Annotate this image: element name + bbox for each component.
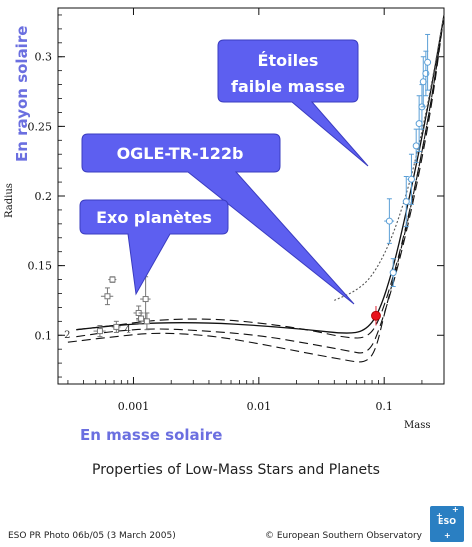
eso-logo-text: ESO (438, 517, 456, 526)
planet-point-7 (142, 312, 152, 331)
model-curve-4 (334, 14, 445, 301)
y-axis-label: Radius (4, 183, 15, 218)
eso-logo-star-3: + (444, 531, 451, 540)
curve-label-1: 4 (125, 324, 131, 335)
y-tick-label-2: 0.2 (35, 190, 53, 203)
x-axis-label: Mass (404, 420, 430, 431)
eso-logo-star-2: + (452, 505, 459, 514)
model-curve-1 (76, 14, 445, 339)
star-points (384, 33, 432, 288)
x-axis-french-label: En masse solaire (80, 426, 222, 444)
star-point-2 (402, 176, 410, 228)
axis-ticks: 0.001 0.01 0.1 0.1 0.15 0.2 0.25 0.3 (28, 8, 444, 413)
y-tick-label-3: 0.25 (28, 120, 53, 133)
planet-point-1 (100, 287, 114, 306)
y-tick-label-1: 0.15 (28, 260, 53, 273)
footer-copyright: © European Southern Observatory (265, 531, 423, 541)
planet-point-2 (108, 276, 117, 283)
planet-point-3 (111, 320, 121, 333)
planet-point-5 (136, 312, 146, 325)
eso-logo-star-1: + (436, 511, 443, 520)
x-tick-label-1: 0.01 (247, 400, 272, 413)
callout-ogle-text: OGLE-TR-122b (117, 144, 244, 163)
star-point-9 (424, 33, 432, 91)
callout-etoiles-line1: Étoiles (258, 51, 319, 70)
footer-photo-credit: ESO PR Photo 06b/05 (3 March 2005) (8, 531, 176, 541)
highlight-point (371, 310, 381, 321)
chart-subtitle: Properties of Low-Mass Stars and Planets (92, 462, 380, 478)
y-tick-label-4: 0.3 (35, 51, 53, 64)
callout-etoiles: Étoiles faible masse (217, 39, 369, 167)
callout-etoiles-line2: faible masse (231, 77, 345, 96)
callout-exoplanetes-text: Exo planètes (96, 208, 212, 227)
eso-logo: ESO + + + (430, 505, 464, 542)
star-point-0 (384, 198, 395, 244)
planet-points (93, 276, 152, 338)
callout-ogle: OGLE-TR-122b (81, 133, 355, 305)
curve-label-0: 2 (64, 330, 70, 341)
x-tick-label-0: 0.001 (118, 400, 150, 413)
star-point-3 (407, 153, 416, 205)
x-tick-label-2: 0.1 (375, 400, 393, 413)
highlight-point-group (371, 306, 381, 326)
y-tick-label-0: 0.1 (35, 329, 53, 342)
star-point-7 (419, 56, 427, 108)
y-axis-french-label: En rayon solaire (13, 26, 31, 162)
planet-point-0 (93, 325, 106, 338)
star-point-1 (389, 258, 397, 288)
callout-exoplanetes: Exo planètes (79, 199, 229, 296)
curve-labels: 24 (64, 324, 131, 341)
